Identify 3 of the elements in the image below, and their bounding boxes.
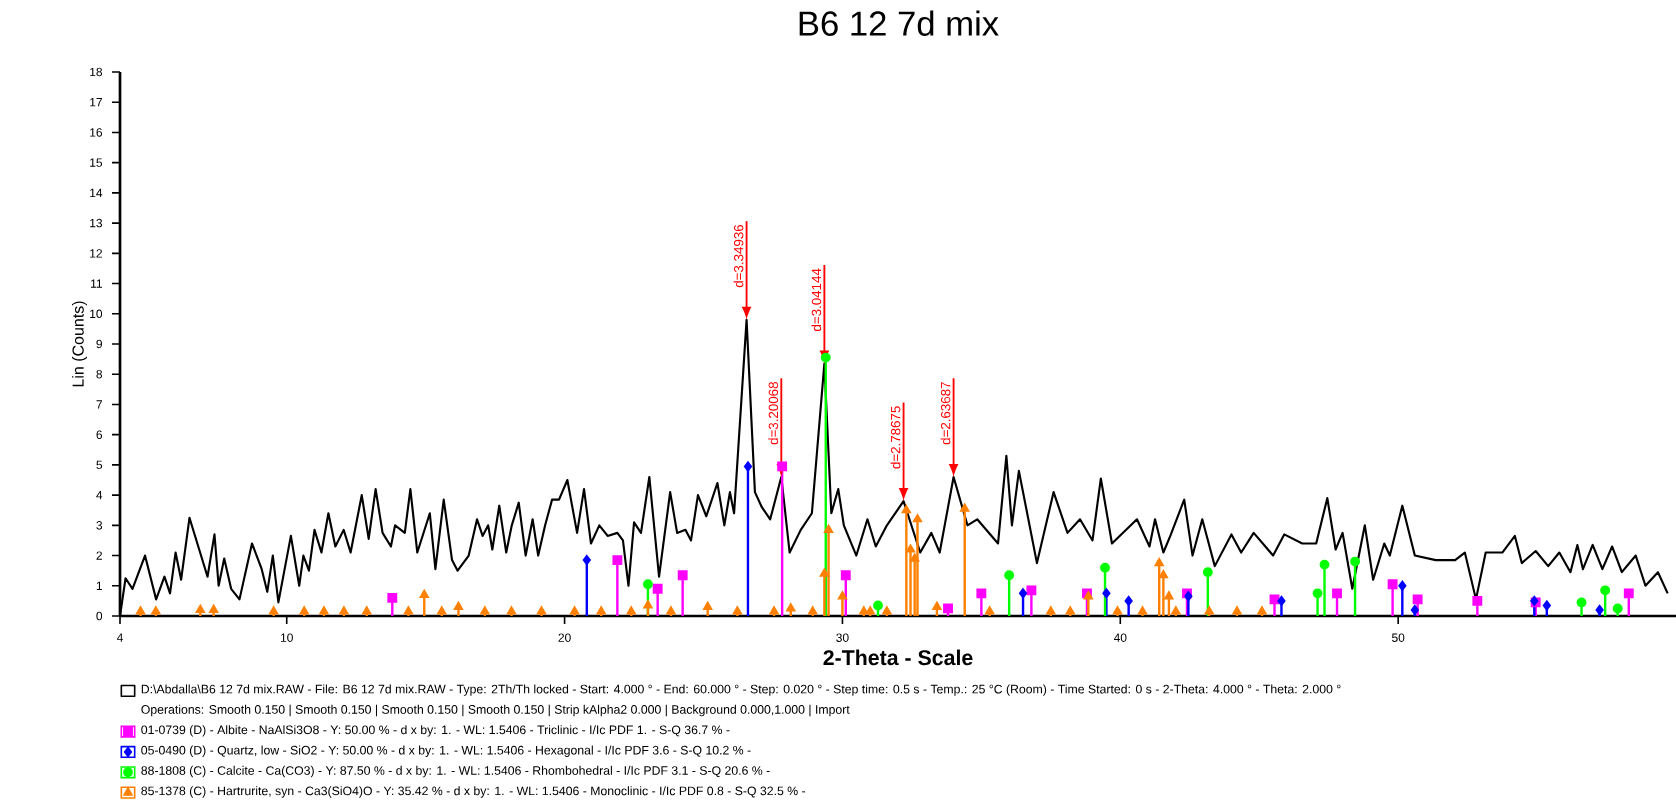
- chart-title: B6 12 7d mix: [799, 10, 999, 36]
- y-axis-title: Lin (Counts): [71, 301, 87, 387]
- x-axis-title: 2-Theta - Scale: [823, 649, 973, 666]
